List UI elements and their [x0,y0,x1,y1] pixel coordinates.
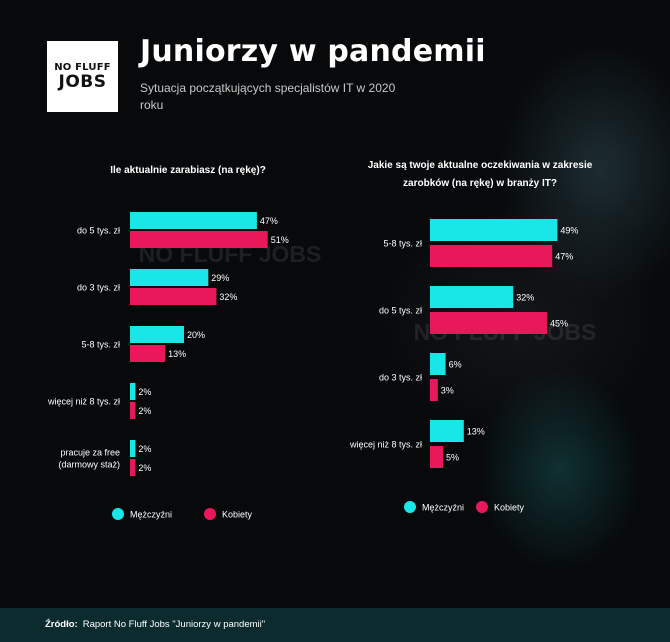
data-label: 2% [138,406,151,416]
chart-1-title: Ile aktualnie zarabiasz (na rękę)? [110,165,266,176]
category-label: do 3 tys. zł [77,283,120,293]
category-label: do 3 tys. zł [379,373,422,383]
bar-men [430,286,514,308]
bar-women [130,231,268,248]
data-label: 3% [441,386,454,396]
bar-women [430,446,443,468]
legend-marker-women [476,501,488,513]
data-label: 2% [138,463,151,473]
data-label: 47% [260,216,278,226]
category-label: (darmowy staż) [58,460,120,470]
data-label: 2% [138,444,151,454]
legend-label-women: Kobiety [222,510,253,520]
category-label: więcej niż 8 tys. zł [47,397,120,407]
bar-men [130,440,136,457]
bar-men [430,353,446,375]
bar-women [130,288,217,305]
bar-women [430,312,547,334]
data-label: 29% [211,273,229,283]
legend-label-men: Mężczyźni [130,510,172,520]
bar-men [430,219,558,241]
bar-women [430,245,553,267]
category-label: 5-8 tys. zł [81,340,120,350]
legend-marker-women [204,508,216,520]
source-note: Źródło: Raport No Fluff Jobs "Juniorzy w … [45,619,265,630]
source-label: Źródło: [45,619,78,630]
category-label: 5-8 tys. zł [383,239,422,249]
data-label: 20% [187,330,205,340]
page-subtitle: Sytuacja początkujących specjalistów IT … [140,81,396,112]
bar-men [430,420,464,442]
data-label: 32% [219,292,237,302]
footer: Źródło: Raport No Fluff Jobs "Juniorzy w … [0,608,670,642]
data-label: 13% [467,427,485,437]
data-label: 49% [560,226,578,236]
legend-label-women: Kobiety [494,503,525,513]
bar-men [130,269,209,286]
bar-men [130,383,136,400]
logo-line-1: NO FLUFF [54,61,111,73]
bar-women [130,402,136,419]
legend-marker-men [112,508,124,520]
data-label: 51% [271,235,289,245]
category-label: do 5 tys. zł [379,306,422,316]
chart-2-title: Jakie są twoje aktualne oczekiwania w za… [368,160,593,171]
bar-women [130,345,166,362]
source-text: Raport No Fluff Jobs "Juniorzy w pandemi… [82,619,266,630]
data-label: 6% [449,360,462,370]
data-label: 2% [138,387,151,397]
logo-line-2: JOBS [58,71,107,92]
category-label: więcej niż 8 tys. zł [349,440,422,450]
page-title: Juniorzy w pandemii [140,34,486,69]
bar-men [130,326,184,343]
data-label: 32% [516,293,534,303]
company-logo: NO FLUFF JOBS [47,41,118,112]
bar-women [430,379,438,401]
chart-2-title: zarobków (na rękę) w branży IT? [403,178,557,189]
legend-marker-men [404,501,416,513]
data-label: 45% [550,319,568,329]
category-label: pracuje za free [60,448,120,458]
bar-men [130,212,257,229]
bar-women [130,459,136,476]
data-label: 47% [555,252,573,262]
category-label: do 5 tys. zł [77,226,120,236]
data-label: 5% [446,453,459,463]
legend-label-men: Mężczyźni [422,503,464,513]
data-label: 13% [168,349,186,359]
